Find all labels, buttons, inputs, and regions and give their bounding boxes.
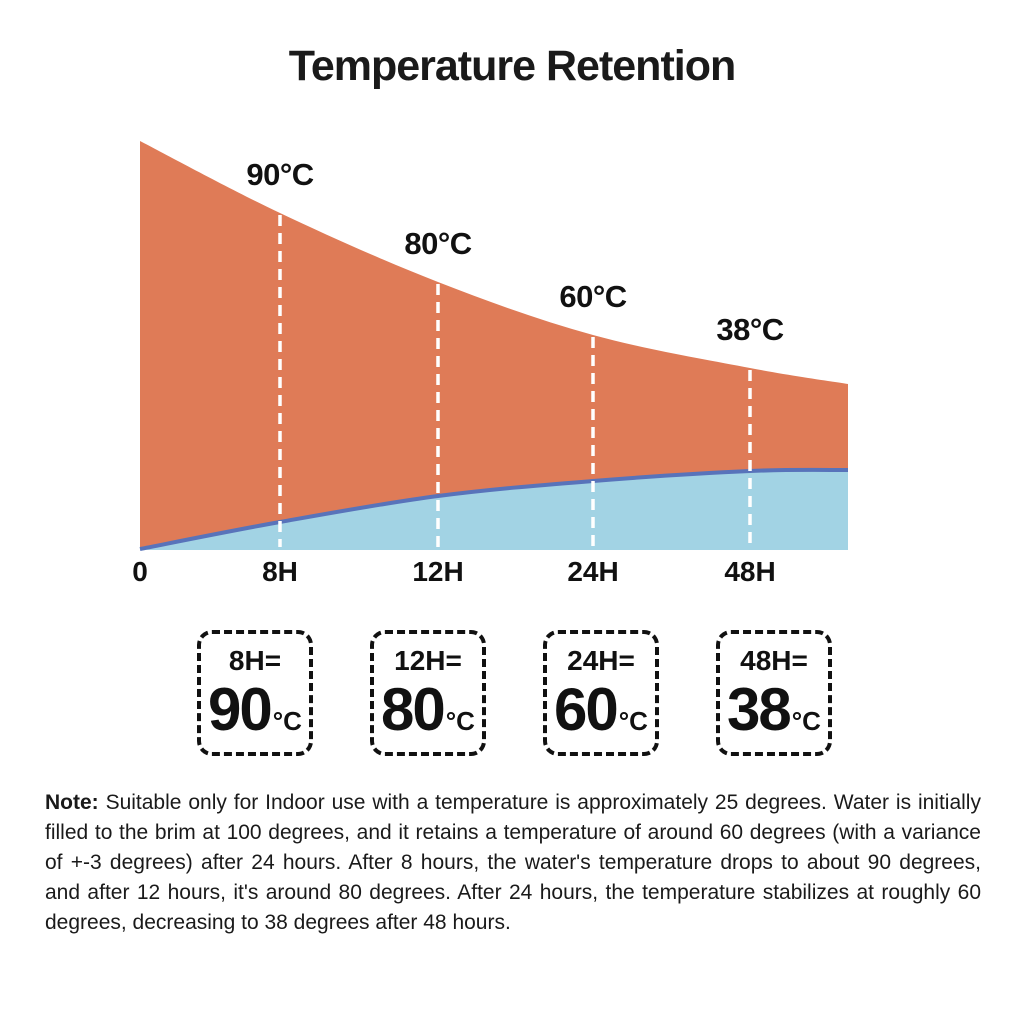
x-tick-48h: 48H xyxy=(724,556,776,587)
annotation-60c: 60°C xyxy=(559,279,627,314)
note-paragraph: Note: Suitable only for Indoor use with … xyxy=(45,788,981,938)
annotation-38c: 38°C xyxy=(716,312,784,347)
retention-chart-svg xyxy=(139,141,849,551)
summary-box-value: 60 xyxy=(554,675,619,743)
summary-box-value-row: 38 °C xyxy=(727,675,821,743)
summary-boxes-row: 8H= 90 °C 12H= 80 °C 24H= 60 °C 48H= 38 xyxy=(197,630,832,756)
note-label: Note: xyxy=(45,791,99,814)
summary-box-value-row: 80 °C xyxy=(381,675,475,743)
cool-water-area xyxy=(140,469,848,550)
summary-box-value: 80 xyxy=(381,675,446,743)
summary-box-time: 12H= xyxy=(394,645,462,677)
summary-box-value-row: 60 °C xyxy=(554,675,648,743)
summary-box-time: 48H= xyxy=(740,645,808,677)
page-title: Temperature Retention xyxy=(288,42,737,90)
summary-box-unit: °C xyxy=(445,705,475,736)
summary-box-time: 8H= xyxy=(228,645,282,677)
x-tick-8h: 8H xyxy=(262,556,298,587)
summary-box-unit: °C xyxy=(272,705,302,736)
x-tick-0: 0 xyxy=(132,556,148,587)
annotation-80c: 80°C xyxy=(404,226,472,261)
summary-box-12h: 12H= 80 °C xyxy=(370,630,486,756)
summary-box-value: 90 xyxy=(208,675,273,743)
summary-box-time: 24H= xyxy=(567,645,635,677)
summary-box-value-row: 90 °C xyxy=(208,675,302,743)
annotation-90c: 90°C xyxy=(246,157,314,192)
hot-water-area xyxy=(140,141,848,550)
summary-box-unit: °C xyxy=(791,705,821,736)
summary-box-unit: °C xyxy=(618,705,648,736)
summary-box-8h: 8H= 90 °C xyxy=(197,630,313,756)
retention-area-chart: 90°C 80°C 60°C 38°C 0 8H 12H 24H 48H xyxy=(132,141,849,587)
summary-box-48h: 48H= 38 °C xyxy=(716,630,832,756)
summary-box-24h: 24H= 60 °C xyxy=(543,630,659,756)
summary-box-value: 38 xyxy=(727,675,792,743)
x-tick-12h: 12H xyxy=(412,556,464,587)
x-tick-24h: 24H xyxy=(567,556,619,587)
note-text: Suitable only for Indoor use with a temp… xyxy=(45,791,981,934)
